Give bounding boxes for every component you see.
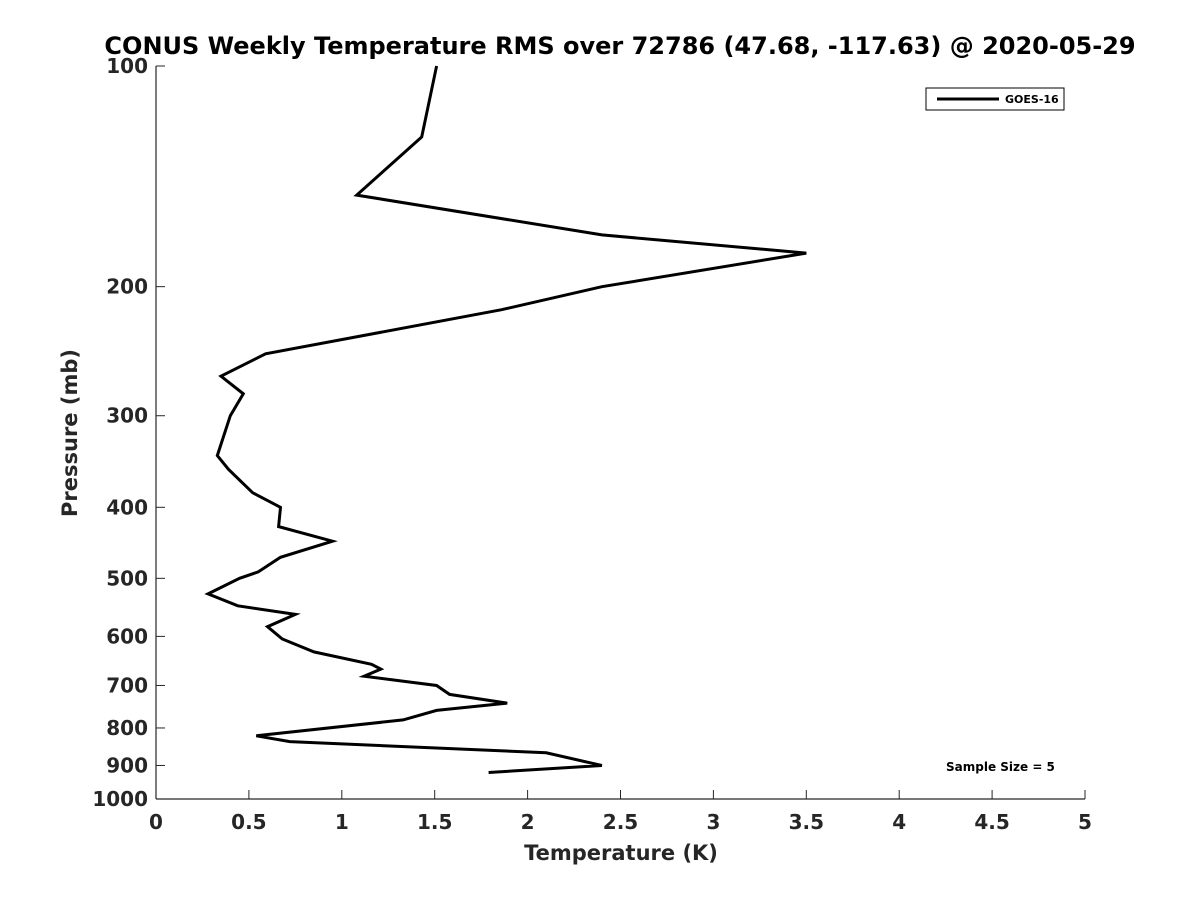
sample-size-annotation: Sample Size = 5	[946, 760, 1055, 774]
legend-label: GOES-16	[1005, 93, 1059, 106]
y-axis-label: Pressure (mb)	[58, 349, 82, 517]
x-tick-label: 1	[335, 810, 349, 834]
x-axis-label: Temperature (K)	[524, 841, 718, 865]
x-tick-label: 3	[706, 810, 720, 834]
x-tick-label: 4.5	[974, 810, 1009, 834]
y-tick-label: 900	[106, 753, 148, 777]
x-tick-label: 0	[149, 810, 163, 834]
x-tick-label: 2	[521, 810, 535, 834]
series-lines	[204, 65, 807, 774]
x-tick-label: 0.5	[231, 810, 266, 834]
y-tick-label: 300	[106, 404, 148, 428]
y-tick-label: 200	[106, 275, 148, 299]
x-tick-label: 2.5	[603, 810, 638, 834]
y-tick-label: 1000	[92, 787, 148, 811]
x-axis-ticks: 0 0.5 1 1.5 2 2.5 3 3.5 4 4.5 5	[149, 790, 1092, 834]
x-tick-label: 3.5	[789, 810, 824, 834]
x-tick-label: 5	[1078, 810, 1092, 834]
y-tick-label: 400	[106, 495, 148, 519]
y-axis-ticks: 100 200 300 400 500 600 700 800 900 1000	[92, 54, 165, 811]
y-tick-label: 700	[106, 673, 148, 697]
y-tick-label: 600	[106, 624, 148, 648]
chart-title: CONUS Weekly Temperature RMS over 72786 …	[104, 32, 1135, 60]
x-tick-label: 1.5	[417, 810, 452, 834]
x-tick-label: 4	[892, 810, 906, 834]
y-tick-label: 500	[106, 566, 148, 590]
series-line-goes-16	[204, 65, 807, 774]
y-tick-label: 100	[106, 54, 148, 78]
legend: GOES-16	[925, 87, 1065, 111]
y-tick-label: 800	[106, 716, 148, 740]
